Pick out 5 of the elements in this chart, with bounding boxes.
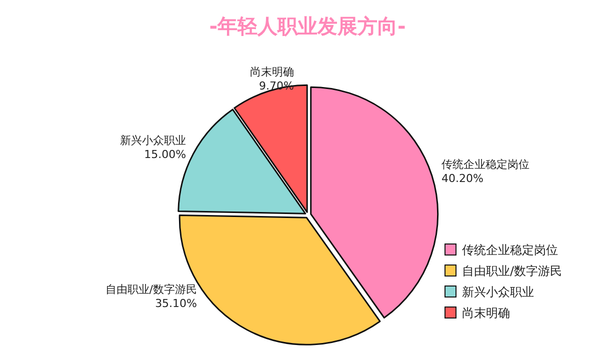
legend-label: 自由职业/数字游民 (462, 264, 562, 278)
legend-label: 传统企业稳定岗位 (462, 243, 558, 257)
chart-title: -年轻人职业发展方向- (209, 14, 406, 38)
legend-label: 尚末明确 (462, 306, 510, 320)
legend-label: 新兴小众职业 (462, 285, 534, 299)
